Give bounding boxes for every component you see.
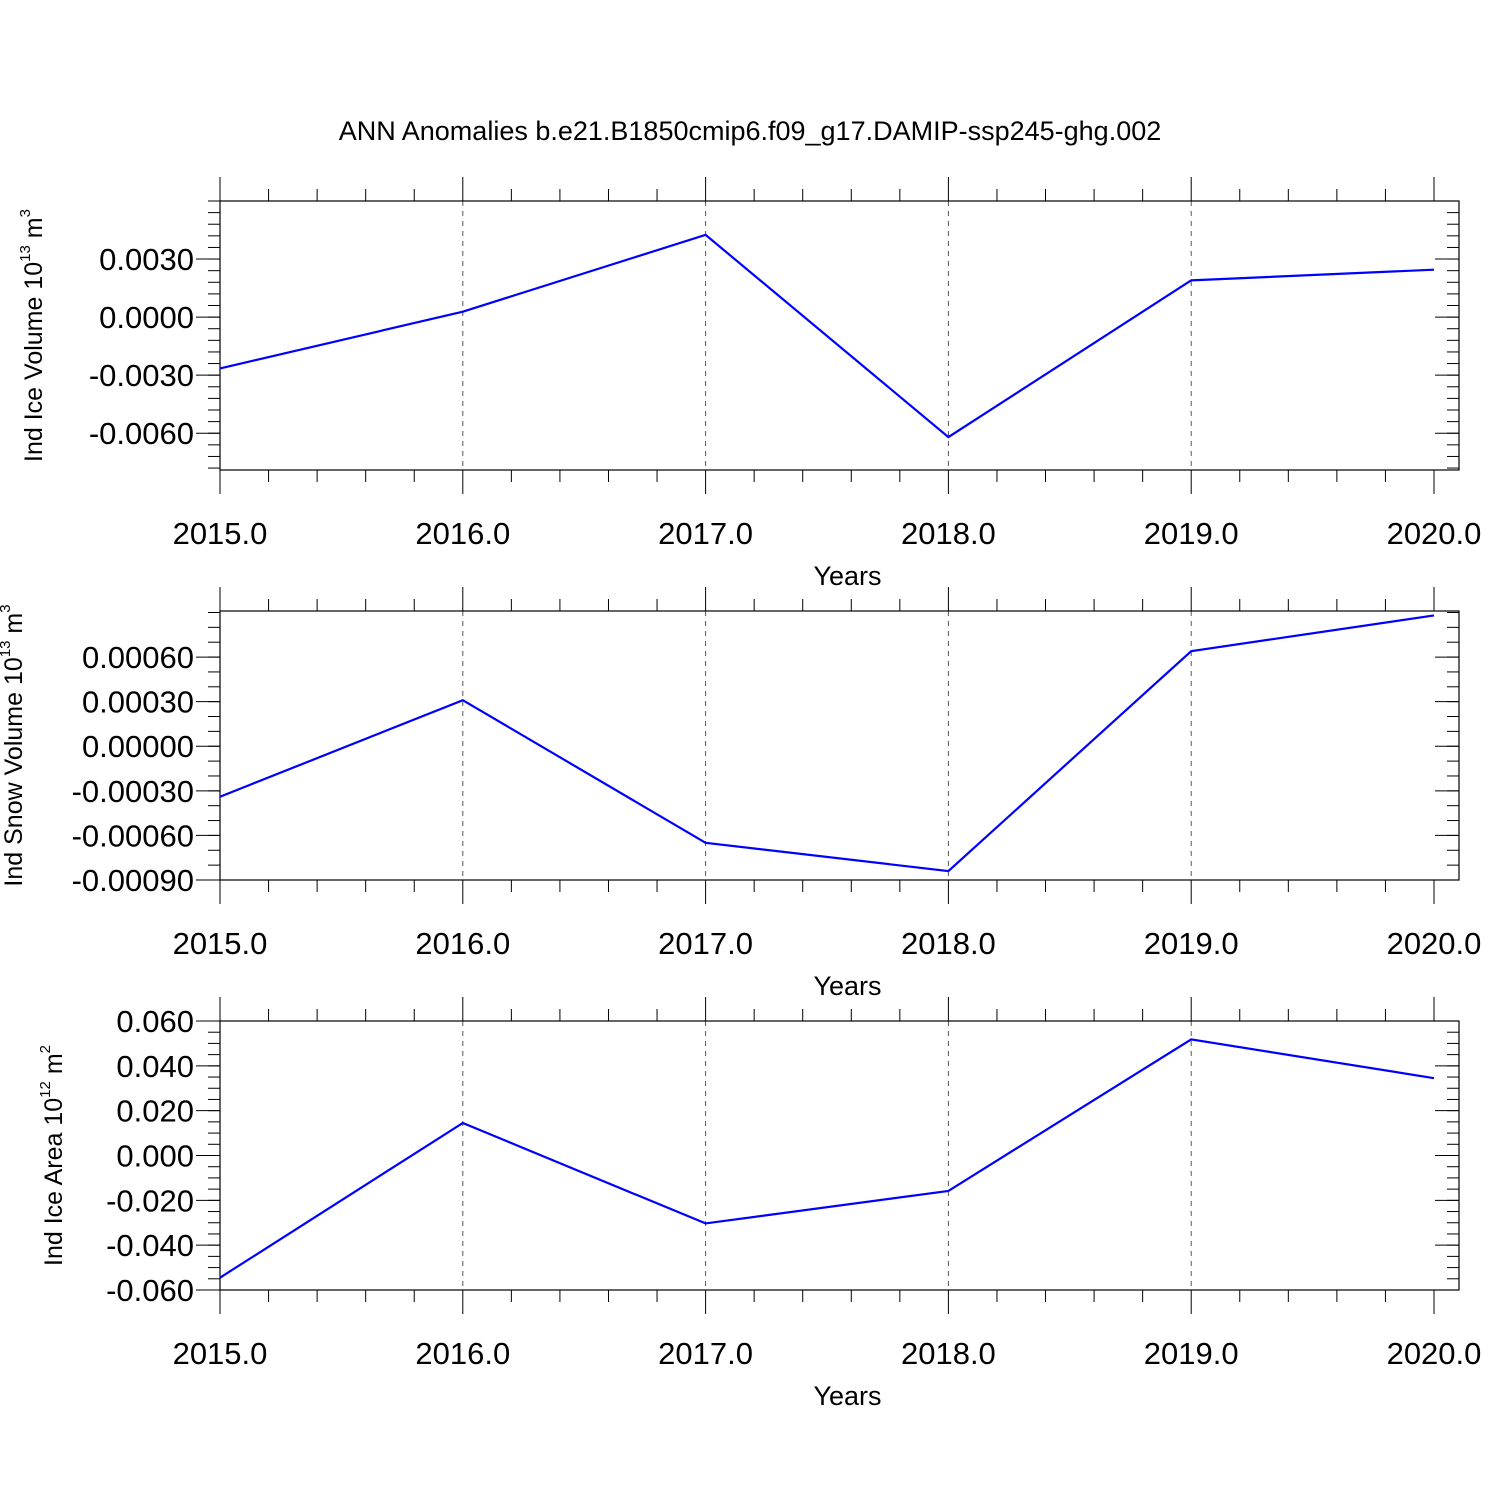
y-axis-label: Ind Snow Volume 1013 m3 xyxy=(0,604,28,886)
y-tick-label: 0.060 xyxy=(116,1004,194,1039)
y-axis-label-text: Ind Ice Area 10 xyxy=(40,1098,68,1266)
y-tick-label: 0.020 xyxy=(116,1094,194,1129)
x-tick-label: 2016.0 xyxy=(415,516,510,551)
y-tick-label: 0.040 xyxy=(116,1049,194,1084)
y-axis-label: Ind Ice Volume 1013 m3 xyxy=(17,209,48,462)
y-axis-label-unit-exponent: 2 xyxy=(37,1045,54,1053)
x-tick-label: 2020.0 xyxy=(1387,1336,1482,1371)
x-tick-label: 2015.0 xyxy=(173,926,268,961)
y-axis-label-unit-exponent: 3 xyxy=(17,209,34,217)
y-axis-label-unit: m xyxy=(0,613,28,641)
x-tick-label: 2018.0 xyxy=(901,516,996,551)
y-tick-label: 0.0030 xyxy=(99,242,194,277)
plot-frame xyxy=(219,610,1460,881)
y-axis-label-exponent: 13 xyxy=(0,641,14,658)
x-tick-label: 2017.0 xyxy=(658,926,753,961)
x-tick-label: 2020.0 xyxy=(1387,926,1482,961)
y-tick-label: 0.0000 xyxy=(99,300,194,335)
y-tick-label: -0.0030 xyxy=(89,358,194,393)
x-tick-label: 2016.0 xyxy=(415,1336,510,1371)
x-axis-label: Years xyxy=(813,561,881,591)
y-tick-label: 0.00060 xyxy=(82,640,194,675)
y-axis-label-exponent: 12 xyxy=(37,1081,54,1098)
y-tick-label: -0.00090 xyxy=(72,863,194,898)
x-tick-label: 2019.0 xyxy=(1144,516,1239,551)
y-tick-label: -0.00060 xyxy=(72,818,194,853)
y-axis-label-unit-exponent: 3 xyxy=(0,604,14,612)
y-tick-label: 0.00030 xyxy=(82,685,194,720)
panel-1: 2015.0 2016.0 2017.0 2018.0 2019.0 2020.0 Year… xyxy=(17,177,1481,591)
plot-frame xyxy=(219,200,1460,471)
x-tick-label: 2020.0 xyxy=(1387,516,1482,551)
y-axis-label-text: Ind Ice Volume 10 xyxy=(20,262,48,462)
x-tick-label: 2018.0 xyxy=(901,926,996,961)
x-tick-label: 2017.0 xyxy=(658,516,753,551)
x-tick-label: 2018.0 xyxy=(901,1336,996,1371)
y-axis-label: Ind Ice Area 1012 m2 xyxy=(37,1045,68,1266)
y-tick-label: -0.060 xyxy=(106,1273,194,1308)
y-tick-label: 0.00000 xyxy=(82,729,194,764)
series-line xyxy=(219,233,1435,439)
x-axis-label: Years xyxy=(813,1381,881,1411)
x-tick-label: 2016.0 xyxy=(415,926,510,961)
x-tick-label: 2019.0 xyxy=(1144,1336,1239,1371)
y-axis-label-unit: m xyxy=(20,217,48,245)
y-tick-label: -0.040 xyxy=(106,1228,194,1263)
y-tick-label: -0.020 xyxy=(106,1183,194,1218)
panels: 2015.0 2016.0 2017.0 2018.0 2019.0 2020.0 Year… xyxy=(0,177,1481,1411)
y-axis-label-text: Ind Snow Volume 10 xyxy=(0,657,28,886)
x-tick-label: 2015.0 xyxy=(173,1336,268,1371)
y-tick-label: -0.00030 xyxy=(72,774,194,809)
y-tick-label: 0.000 xyxy=(116,1139,194,1174)
y-axis-label-exponent: 13 xyxy=(17,245,34,262)
y-axis-label-unit: m xyxy=(40,1053,68,1081)
panel-2: 2015.0 2016.0 2017.0 2018.0 2019.0 2020.0 Year… xyxy=(0,587,1481,1001)
series-line xyxy=(219,1038,1435,1279)
x-axis-label: Years xyxy=(813,971,881,1001)
y-tick-label: -0.0060 xyxy=(89,416,194,451)
panel-3: 2015.0 2016.0 2017.0 2018.0 2019.0 2020.0 Year… xyxy=(37,997,1481,1411)
series-line xyxy=(219,614,1435,873)
x-tick-label: 2015.0 xyxy=(173,516,268,551)
x-tick-label: 2019.0 xyxy=(1144,926,1239,961)
x-tick-label: 2017.0 xyxy=(658,1336,753,1371)
figure-title: ANN Anomalies b.e21.B1850cmip6.f09_g17.D… xyxy=(339,116,1162,146)
